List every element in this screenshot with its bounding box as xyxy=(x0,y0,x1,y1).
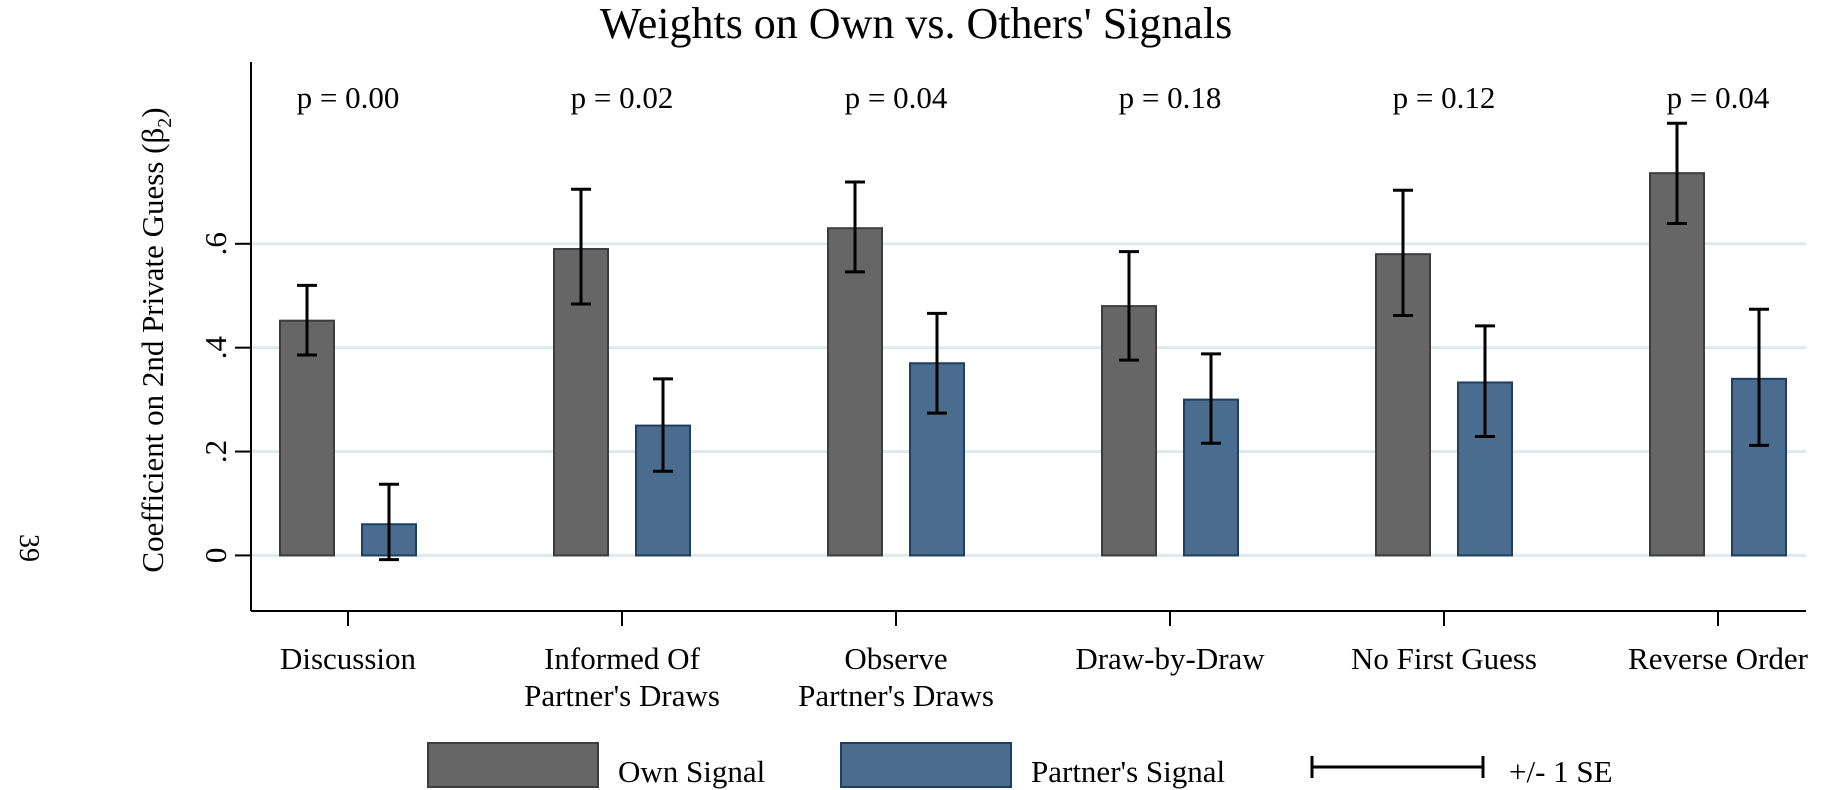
error-bar xyxy=(1393,188,1413,317)
error-bar xyxy=(297,283,317,357)
p-value-label: p = 0.04 xyxy=(845,80,948,115)
legend-label-se: +/- 1 SE xyxy=(1509,754,1613,789)
legend-swatch-own xyxy=(427,742,599,788)
y-tick-label: .2 xyxy=(198,440,233,463)
bars xyxy=(279,172,1787,557)
y-tick-label: .4 xyxy=(198,336,233,360)
labels: 0 .2 .4 .6 p = 0.00 Discussion p = 0.02 Informe… xyxy=(198,80,1809,713)
x-tick-label: Draw-by-Draw xyxy=(1075,641,1265,676)
error-bar xyxy=(571,187,591,306)
p-value-label: p = 0.04 xyxy=(1667,80,1770,115)
x-tick-label: Discussion xyxy=(280,641,417,676)
y-axis-title: Coefficient on 2nd Private Guess (β2) xyxy=(135,107,176,572)
legend-error-bar-icon xyxy=(1310,756,1485,778)
x-tick-label: Partner's Draws xyxy=(524,678,720,713)
y-axis-title-subscript: 2 xyxy=(154,118,176,128)
error-bar xyxy=(1475,324,1495,438)
error-bar xyxy=(379,482,399,562)
gridlines xyxy=(251,242,1806,557)
p-value-label: p = 0.02 xyxy=(571,80,674,115)
y-tick-label: .6 xyxy=(198,232,233,255)
error-bar xyxy=(1119,250,1139,362)
x-tick-label: Reverse Order xyxy=(1628,641,1809,676)
chart-title: Weights on Own vs. Others' Signals xyxy=(600,0,1233,48)
p-value-label: p = 0.00 xyxy=(297,80,400,115)
error-bar xyxy=(653,377,673,473)
legend-swatch-partner xyxy=(840,742,1012,788)
axes xyxy=(235,62,1806,626)
y-tick-label: 0 xyxy=(198,548,233,564)
legend-label-partner: Partner's Signal xyxy=(1031,754,1225,789)
x-tick-label: Observe xyxy=(844,641,947,676)
legend-label-own: Own Signal xyxy=(618,754,765,789)
p-value-label: p = 0.18 xyxy=(1119,80,1222,115)
x-tick-label: No First Guess xyxy=(1351,641,1537,676)
p-value-label: p = 0.12 xyxy=(1393,80,1496,115)
error-bars xyxy=(297,121,1769,562)
bar-own xyxy=(1649,172,1705,557)
legend: Own Signal Partner's Signal +/- 1 SE xyxy=(427,742,1613,789)
error-bar xyxy=(1749,307,1769,447)
error-bar xyxy=(1667,121,1687,226)
bar-own xyxy=(279,319,335,557)
x-tick-label: Partner's Draws xyxy=(798,678,994,713)
bar-partner xyxy=(909,362,965,557)
bar-own xyxy=(827,227,883,557)
error-bar xyxy=(927,311,947,415)
page-number: 39 xyxy=(13,534,44,562)
error-bar xyxy=(845,180,865,274)
error-bar xyxy=(1201,352,1221,445)
x-tick-label: Informed Of xyxy=(544,641,700,676)
